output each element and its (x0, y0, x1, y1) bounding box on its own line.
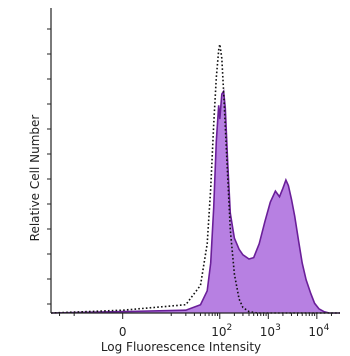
x-axis-label: Log Fluorescence Intensity (101, 340, 261, 354)
y-ticks (47, 28, 51, 305)
histogram-fill-area (51, 91, 340, 314)
histogram-outline (50, 89, 340, 314)
x-ticks: 0 102 103 104 (59, 313, 332, 339)
x-tick-label: 102 (211, 323, 232, 339)
series-layer (50, 44, 340, 314)
x-tick-label: 0 (119, 325, 127, 339)
x-tick-label: 103 (260, 323, 281, 339)
y-axis-label: Relative Cell Number (28, 115, 42, 242)
x-tick-label: 104 (308, 323, 329, 339)
